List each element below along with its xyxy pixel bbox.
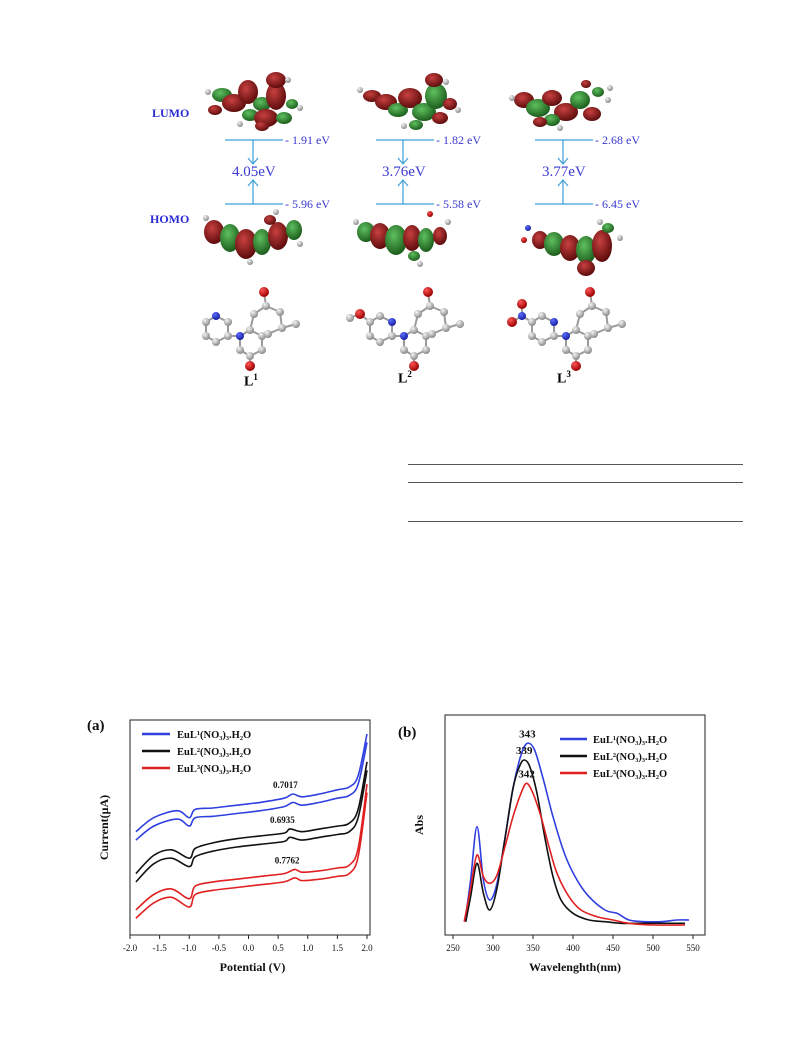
peak-annotation-1: 0.7017 xyxy=(273,780,298,790)
gap-l2: 3.76eV xyxy=(382,164,426,180)
cv-chart: (a) -2.0 -1.5 -1.0 -0.5 0.0 0.5 1.0 1.5 2.0 Potent… xyxy=(87,718,373,974)
table-rule-top xyxy=(408,464,743,465)
legend-label-2: EuL²(NO₃)₃.H₂O xyxy=(593,752,667,763)
mo-figure: LUMO HOMO xyxy=(0,0,793,420)
x-tick-label: 250 xyxy=(446,943,460,953)
homo-energy-l2: - 5.58 eV xyxy=(436,197,481,211)
ligand-label-l2: L2 xyxy=(398,369,412,387)
homo-orbital-l3 xyxy=(521,219,623,276)
energy-levels xyxy=(225,139,593,205)
series-line-1 xyxy=(464,742,690,923)
table-rule-bottom xyxy=(408,521,743,522)
x-tick-label: 350 xyxy=(526,943,540,953)
x-axis-label: Wavelenghth(nm) xyxy=(529,960,621,974)
series-line-3 xyxy=(135,784,368,911)
lumo-energy-l1: - 1.91 eV xyxy=(285,133,330,147)
lumo-orbital-l1 xyxy=(205,72,303,131)
x-axis-label: Potential (V) xyxy=(220,960,286,974)
x-tick-label: 300 xyxy=(486,943,500,953)
series-line-3 xyxy=(463,782,686,926)
series-return-1 xyxy=(135,742,368,841)
y-axis-label: Abs xyxy=(412,815,426,835)
peak-label-2: 339 xyxy=(516,745,533,757)
ball-stick-l3 xyxy=(507,287,626,371)
panel-label: (b) xyxy=(398,725,416,741)
legend-label-2: EuL²(NO₃)₃.H₂O xyxy=(177,747,251,758)
plot-frame xyxy=(129,719,371,936)
peak-annotation-2: 0.6935 xyxy=(270,815,295,825)
uv-vis-chart: (b) 250 300 350 400 450 500 550 Wavelenghth(nm) A… xyxy=(398,714,706,974)
gap-l1: 4.05eV xyxy=(232,164,276,180)
homo-orbital-l2 xyxy=(353,211,451,267)
ligand-label-l3: L3 xyxy=(557,369,571,387)
x-tick-label: -0.5 xyxy=(212,943,227,953)
legend-label-1: EuL¹(NO₃)₃.H₂O xyxy=(177,730,251,741)
ball-stick-l1 xyxy=(202,287,300,371)
peak-annotation-3: 0.7762 xyxy=(275,855,300,865)
legend-label-3: EuL³(NO₃)₃.H₂O xyxy=(593,769,667,780)
peak-label-3: 342 xyxy=(518,768,535,780)
lumo-orbital-l3 xyxy=(509,80,613,131)
x-tick-label: 500 xyxy=(646,943,660,953)
series-return-2 xyxy=(135,770,368,883)
homo-label: HOMO xyxy=(150,212,190,226)
lumo-energy-l3: - 2.68 eV xyxy=(595,133,640,147)
lumo-label: LUMO xyxy=(152,106,190,120)
lumo-energy-l2: - 1.82 eV xyxy=(436,133,481,147)
x-tick-label: 0.5 xyxy=(273,943,285,953)
ligand-label-l1: L1 xyxy=(244,372,258,390)
x-tick-label: 400 xyxy=(566,943,580,953)
series-line-1 xyxy=(135,733,368,833)
x-tick-label: -1.5 xyxy=(153,943,168,953)
series-return-3 xyxy=(135,792,368,919)
homo-energy-l3: - 6.45 eV xyxy=(595,197,640,211)
x-tick-label: -2.0 xyxy=(123,943,138,953)
ball-stick-l2 xyxy=(346,287,464,371)
y-axis-label: Current(μA) xyxy=(97,795,111,860)
panel-label: (a) xyxy=(87,718,105,734)
lumo-orbital-l2 xyxy=(357,73,461,130)
gap-l3: 3.77eV xyxy=(542,164,586,180)
mo-orbital-art xyxy=(202,72,626,371)
legend-label-1: EuL¹(NO₃)₃.H₂O xyxy=(593,735,667,746)
x-tick-label: 450 xyxy=(606,943,620,953)
x-tick-label: 1.0 xyxy=(302,943,314,953)
legend-label-3: EuL³(NO₃)₃.H₂O xyxy=(177,764,251,775)
series-line-2 xyxy=(135,761,368,875)
table-rule-mid xyxy=(408,482,743,483)
x-tick-label: 1.5 xyxy=(332,943,344,953)
x-tick-label: 0.0 xyxy=(243,943,255,953)
x-tick-label: 550 xyxy=(686,943,700,953)
x-tick-label: 2.0 xyxy=(361,943,373,953)
x-tick-label: -1.0 xyxy=(182,943,197,953)
homo-orbital-l1 xyxy=(203,209,303,265)
peak-label-1: 343 xyxy=(519,728,536,740)
plot-frame xyxy=(444,714,706,936)
series-line-2 xyxy=(465,759,685,925)
homo-energy-l1: - 5.96 eV xyxy=(285,197,330,211)
